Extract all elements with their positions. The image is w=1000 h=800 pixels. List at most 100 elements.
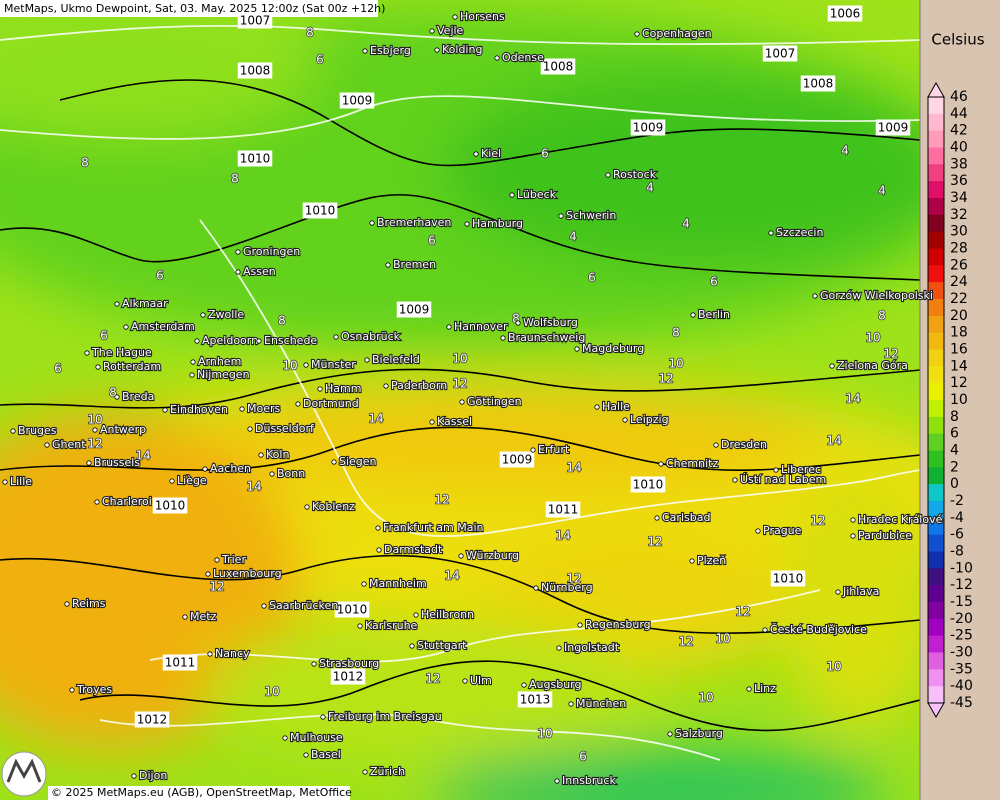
dewpoint-label: 14 xyxy=(845,392,860,406)
logo xyxy=(1,751,47,797)
legend-swatch xyxy=(928,450,944,468)
city-dot xyxy=(84,350,90,356)
city-name: Regensburg xyxy=(585,618,651,631)
city-name: Münster xyxy=(311,358,356,371)
city-name: Paderborn xyxy=(391,379,447,392)
city-dot xyxy=(202,466,208,472)
city-dot xyxy=(409,643,415,649)
legend-swatch xyxy=(928,433,944,451)
dewpoint-label: 6 xyxy=(100,329,108,343)
city-dot xyxy=(256,338,262,344)
city-name: Arnhem xyxy=(198,355,241,368)
legend-label: 36 xyxy=(950,173,968,189)
legend-label: 10 xyxy=(950,392,968,408)
city-dot xyxy=(123,324,129,330)
city-name: Rostock xyxy=(613,168,657,181)
city-dot xyxy=(755,528,761,534)
isobar-label-box xyxy=(827,5,863,22)
legend-swatch xyxy=(928,635,944,653)
city-name: Assen xyxy=(243,265,276,278)
city-name: Bruges xyxy=(18,424,57,437)
legend-colorbar: 4644424038363432302826242220181614121086… xyxy=(927,81,973,719)
city-dot xyxy=(247,426,253,432)
legend-swatch xyxy=(928,97,944,115)
dewpoint-label: 8 xyxy=(81,156,89,170)
legend-swatch xyxy=(928,214,944,233)
city-dot xyxy=(303,362,309,368)
city-name: Mannheim xyxy=(369,577,427,590)
legend-unit: Celsius xyxy=(931,31,984,49)
isobar-label-box xyxy=(770,570,806,587)
city-dot xyxy=(732,477,738,483)
legend-swatch xyxy=(928,181,944,199)
city-name: Eindhoven xyxy=(170,403,228,416)
city-dot xyxy=(189,372,195,378)
legend-swatch xyxy=(928,484,944,502)
dewpoint-label: 4 xyxy=(682,217,690,231)
legend-label: 30 xyxy=(950,224,968,240)
city-dot xyxy=(446,324,452,330)
isobar-label: 1011 xyxy=(165,656,196,670)
city-name: Apeldoorn xyxy=(202,334,258,347)
dewpoint-label: 6 xyxy=(428,234,436,248)
city-name: Nürnberg xyxy=(541,581,593,594)
city-dot xyxy=(835,589,841,595)
dewpoint-label: 12 xyxy=(425,672,440,686)
city-dot xyxy=(364,357,370,363)
city-name: Chemnitz xyxy=(666,457,718,470)
legend-swatch xyxy=(928,299,944,317)
dewpoint-label: 12 xyxy=(87,437,102,451)
city-name: Liège xyxy=(177,474,207,487)
isobar-label-box xyxy=(334,601,370,618)
legend-label: 42 xyxy=(950,123,968,139)
city-name: Vejle xyxy=(437,24,464,37)
legend-label: -10 xyxy=(950,560,973,576)
dewpoint-label: 6 xyxy=(579,750,587,764)
dewpoint-label: 6 xyxy=(588,271,596,285)
isobar-label-box xyxy=(302,202,338,219)
legend-label: 12 xyxy=(950,375,968,391)
city-dot xyxy=(369,220,375,226)
isobar-label-box xyxy=(630,476,666,493)
legend-label: -35 xyxy=(950,661,973,677)
isobar-label-box xyxy=(800,75,836,92)
city-name: Liberec xyxy=(781,463,821,476)
legend-swatch xyxy=(928,265,944,283)
dewpoint-label: 12 xyxy=(735,605,750,619)
isobar-label-box xyxy=(162,654,198,671)
city-dot xyxy=(413,612,419,618)
legend-swatch xyxy=(928,332,944,350)
city-name: Dijon xyxy=(139,769,167,782)
city-name: Troyes xyxy=(76,683,112,696)
city-name: Jihlava xyxy=(842,585,879,598)
city-name: Pardubice xyxy=(858,529,912,542)
legend-label: -25 xyxy=(950,628,973,644)
city-name: Rotterdam xyxy=(103,360,161,373)
city-name: Stuttgart xyxy=(417,639,467,652)
city-dot xyxy=(162,407,168,413)
city-name: Nancy xyxy=(215,647,250,660)
legend-swatch xyxy=(928,198,944,216)
dewpoint-label: 12 xyxy=(566,572,581,586)
isobar-label: 1007 xyxy=(240,14,271,28)
city-dot xyxy=(473,151,479,157)
isobar-label: 1009 xyxy=(633,121,664,135)
city-dot xyxy=(429,28,435,34)
city-name: Dresden xyxy=(721,438,767,451)
city-dot xyxy=(44,442,50,448)
isobar-label-box xyxy=(396,301,432,318)
city-dot xyxy=(207,651,213,657)
city-dot xyxy=(2,479,8,485)
isobar-label: 1010 xyxy=(337,603,368,617)
city-name: Salzburg xyxy=(675,727,723,740)
isobar-label-box xyxy=(237,62,273,79)
city-name: Halle xyxy=(602,400,630,413)
city-name: Bremen xyxy=(393,258,436,271)
city-name: Copenhagen xyxy=(642,27,712,40)
legend-swatch xyxy=(928,669,944,687)
city-name: Würzburg xyxy=(466,549,519,562)
legend-swatch xyxy=(928,248,944,266)
city-name: Darmstadt xyxy=(384,543,443,556)
isobar-label-box xyxy=(517,691,553,708)
legend-label: -45 xyxy=(950,695,973,711)
